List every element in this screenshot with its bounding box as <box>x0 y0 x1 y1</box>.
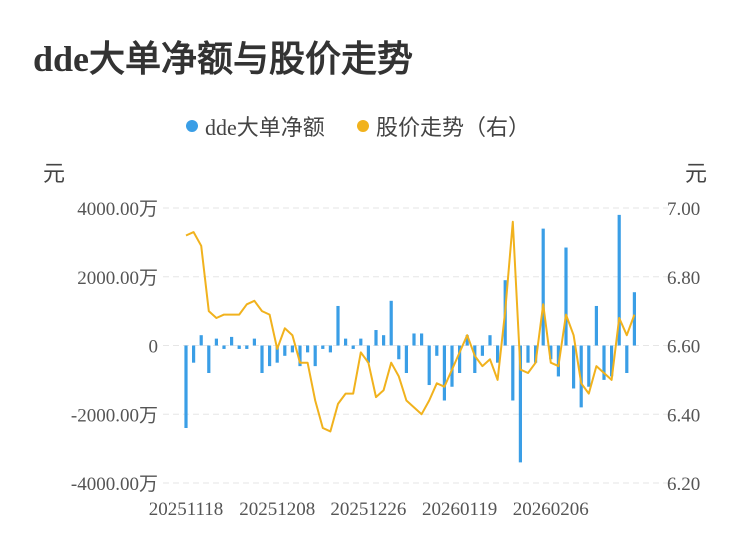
dde-bar <box>435 345 439 356</box>
dde-bar <box>252 338 256 346</box>
dde-bar <box>222 345 226 349</box>
y-right-tick-label: 6.80 <box>667 268 700 289</box>
dde-bar <box>594 305 598 346</box>
dde-bar <box>420 333 424 346</box>
x-tick-label: 20260206 <box>513 499 589 520</box>
dde-bar <box>313 345 317 367</box>
dde-bar <box>404 345 408 373</box>
chart-legend: dde大单净额 股价走势（右） <box>0 111 750 141</box>
dde-bar <box>458 345 462 373</box>
dde-bar <box>359 338 363 346</box>
legend-item-dde[interactable]: dde大单净额 <box>186 111 325 141</box>
legend-item-price[interactable]: 股价走势（右） <box>357 111 530 141</box>
dde-bar <box>488 335 492 346</box>
dde-bar <box>192 345 196 363</box>
price-line <box>185 220 636 433</box>
y-left-tick-label: -2000.00万 <box>71 405 158 426</box>
dde-bar <box>450 345 454 387</box>
y-left-tick-label: 4000.00万 <box>77 199 158 220</box>
right-axis-unit: 元 <box>685 161 708 186</box>
y-left-tick-label: 2000.00万 <box>77 268 158 289</box>
left-axis-unit: 元 <box>43 161 66 186</box>
x-tick-label: 20260119 <box>422 499 497 520</box>
dde-bar <box>366 345 370 363</box>
dde-bar <box>283 345 287 356</box>
dde-bar <box>397 345 401 360</box>
dde-bar <box>412 333 416 346</box>
dde-bar <box>306 345 310 353</box>
dde-bar <box>511 345 515 401</box>
dde-bar <box>534 345 538 363</box>
dde-bar <box>298 345 302 367</box>
dde-bar <box>541 228 545 346</box>
chart-title: dde大单净额与股价走势 <box>33 39 414 79</box>
dde-bar <box>260 345 264 373</box>
dde-bar <box>442 345 446 401</box>
dde-bar <box>564 247 568 346</box>
y-left-tick-label: 0 <box>149 337 159 358</box>
legend-bar-marker-icon <box>186 120 198 132</box>
x-tick-label: 20251208 <box>239 499 315 520</box>
dde-bar <box>579 345 583 408</box>
dde-bar <box>602 345 606 380</box>
dde-bar <box>268 345 272 367</box>
legend-line-marker-icon <box>357 120 369 132</box>
dde-bar <box>184 345 188 428</box>
y-right-tick-label: 6.60 <box>667 337 700 358</box>
dde-bar <box>336 305 340 346</box>
dde-bar <box>465 335 469 346</box>
y-right-tick-label: 7.00 <box>667 199 700 220</box>
dde-bar <box>480 345 484 356</box>
dde-bar <box>344 338 348 346</box>
dde-bar <box>207 345 211 373</box>
dde-bar <box>389 300 393 346</box>
dde-bar <box>199 335 203 346</box>
dde-bar <box>473 345 477 373</box>
y-right-tick-label: 6.20 <box>667 474 700 495</box>
dde-bar <box>382 335 386 346</box>
dde-bar <box>549 345 553 360</box>
dde-bar <box>518 345 522 463</box>
dde-bar <box>245 345 249 349</box>
dde-bar <box>374 330 378 346</box>
dde-bar <box>610 345 614 377</box>
legend-label-price: 股价走势（右） <box>376 115 531 140</box>
dde-bar <box>496 345 500 363</box>
dde-bar <box>290 345 294 353</box>
dde-bar <box>275 345 279 363</box>
x-tick-label: 20251118 <box>149 499 224 520</box>
x-tick-label: 20251226 <box>330 499 406 520</box>
dde-bar <box>427 345 431 386</box>
dde-bar <box>625 345 629 373</box>
dde-bar <box>321 345 325 349</box>
y-right-tick-label: 6.40 <box>667 405 700 426</box>
dde-bar <box>214 338 218 346</box>
dde-bar <box>351 345 355 349</box>
dde-bar <box>617 214 621 346</box>
y-left-tick-label: -4000.00万 <box>71 474 158 495</box>
dde-bar <box>230 336 234 346</box>
dde-bar <box>526 345 530 363</box>
dde-bar <box>587 345 591 387</box>
dde-bar <box>328 345 332 353</box>
legend-label-dde: dde大单净额 <box>205 115 325 140</box>
dde-bar <box>632 292 636 346</box>
dde-bar <box>237 345 241 349</box>
dde-bar <box>572 345 576 389</box>
